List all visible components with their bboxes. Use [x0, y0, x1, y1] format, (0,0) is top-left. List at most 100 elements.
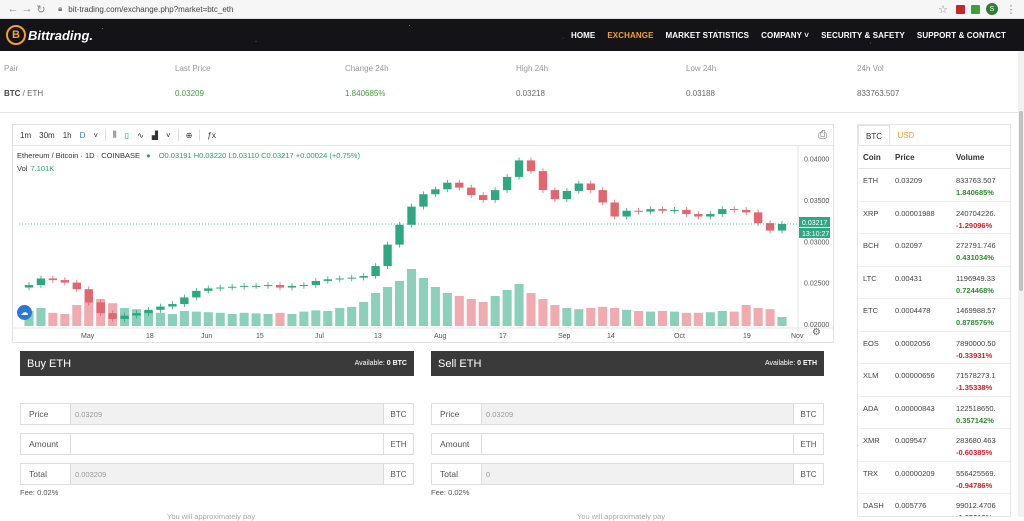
candle-body [180, 297, 189, 305]
line-style-icon[interactable]: ∿ [137, 130, 144, 140]
profile-avatar[interactable]: S [986, 3, 998, 15]
market-row[interactable]: ETC 0.0004478 1469988.57 0.878576% [858, 299, 1010, 332]
menu-icon[interactable]: ⋮ [1005, 3, 1017, 16]
tab-usd[interactable]: USD [897, 131, 915, 140]
reload-icon[interactable]: ↻ [36, 3, 46, 16]
sell-price-field: Price 0.03209 BTC [431, 403, 824, 425]
coin-change: -1.85216% [956, 513, 992, 516]
candle-body [610, 202, 619, 217]
tab-btc[interactable]: BTC [858, 125, 890, 145]
volume-bar [347, 306, 357, 326]
market-row[interactable]: LTC 0.00431 1196949.33 0.724468% [858, 267, 1010, 299]
interval-1m[interactable]: 1m [20, 130, 32, 140]
candlestick-chart[interactable]: 0.04000 0.03500 0.03000 0.02500 0.02000 0.032… [13, 146, 833, 342]
gear-icon[interactable]: ⚙ [812, 327, 821, 338]
nav-market-statistics[interactable]: MARKET STATISTICS [665, 30, 750, 40]
nav-company[interactable]: COMPANY ˅ [761, 30, 810, 40]
candle-body [526, 160, 536, 172]
market-row[interactable]: BCH 0.02097 272791.746 0.431034% [858, 234, 1010, 267]
volume-bar [693, 312, 703, 326]
forward-icon[interactable]: → [21, 3, 33, 15]
volume-bar [442, 293, 452, 326]
x-tick-label: Nov [791, 333, 804, 340]
volume-bar [287, 314, 297, 326]
buy-amount-input[interactable] [71, 434, 383, 454]
market-row[interactable]: XRP 0.00001988 240704226. -1.29096% [858, 202, 1010, 234]
nav-home[interactable]: HOME [570, 30, 596, 40]
volume-bar [478, 302, 488, 326]
coin-price: 0.00000656 [895, 371, 935, 380]
volume-bar [430, 287, 440, 326]
back-icon[interactable]: ← [7, 3, 19, 15]
buy-price-input[interactable]: 0.03209 [71, 404, 383, 424]
candle-body [574, 183, 584, 191]
coin-volume: 71578273.1 [956, 371, 996, 380]
market-row[interactable]: EOS 0.0002056 7890000.50 -0.33931% [858, 332, 1010, 364]
volume-bar [753, 308, 763, 326]
market-row[interactable]: XMR 0.009547 283680.463 -0.60385% [858, 429, 1010, 462]
market-row[interactable]: ADA 0.00000843 122518650. 0.357142% [858, 397, 1010, 429]
nav-support-contact[interactable]: SUPPORT & CONTACT [916, 30, 1006, 40]
scrollbar-thumb[interactable] [1019, 111, 1023, 291]
camera-icon[interactable]: ⎙ [818, 128, 827, 141]
coin-volume: 7890000.50 [956, 338, 996, 348]
bar-style-icon[interactable]: ⫼ [113, 130, 117, 139]
logo[interactable]: B Bittrading. [6, 25, 93, 45]
ticker-header-low: Low 24h [686, 64, 717, 73]
volume-bar [251, 313, 261, 326]
sell-total-input[interactable]: 0 [482, 464, 793, 484]
market-row[interactable]: TRX 0.00000209 556425569. -0.94786% [858, 462, 1010, 494]
live-dot-icon: ● [146, 151, 151, 160]
volume-bar [586, 308, 596, 326]
x-tick-label: 19 [743, 333, 751, 340]
add-compare-icon[interactable]: ⊕ [185, 130, 193, 140]
candle-body [562, 190, 572, 200]
nav-security-safety[interactable]: SECURITY & SAFETY [821, 30, 905, 40]
address-bar[interactable]: 🔒︎ bit-trading.com/exchange.php?market=b… [58, 4, 936, 14]
coin-price: 0.00001988 [895, 208, 935, 218]
nav-exchange[interactable]: EXCHANGE [607, 30, 654, 40]
y-tick-label: 0.02500 [804, 281, 829, 288]
market-row[interactable]: ETH 0.03209 833763.507 1.840685% [858, 169, 1010, 202]
interval-1h[interactable]: 1h [62, 130, 72, 140]
interval-1d[interactable]: D [79, 130, 86, 140]
coin-price: 0.03209 [895, 176, 923, 185]
sell-price-input[interactable]: 0.03209 [482, 404, 793, 424]
coin-symbol: XLM [863, 371, 879, 380]
volume-bar [657, 311, 668, 326]
candle-body [431, 189, 440, 195]
candle-body [263, 285, 273, 287]
volume-bar [323, 311, 333, 326]
indicators-icon[interactable]: ƒx [207, 130, 216, 140]
extension-icon[interactable] [956, 4, 965, 14]
star-icon[interactable]: ☆ [938, 3, 948, 16]
sell-amount-input[interactable] [482, 434, 793, 454]
url-text: bit-trading.com/exchange.php?market=btc_… [68, 4, 234, 14]
candle-body [275, 285, 285, 288]
candle-body [72, 282, 81, 290]
page-scrollbar[interactable] [1018, 51, 1024, 517]
tradingview-logo-icon[interactable]: ☁ [17, 305, 32, 320]
market-row[interactable]: XLM 0.00000656 71578273.1 -1.35338% [858, 364, 1010, 397]
buy-fee: Fee: 0.02% [20, 488, 59, 497]
x-tick-label: Sep [558, 333, 571, 340]
volume-bar [705, 312, 715, 326]
volume-bar [167, 314, 177, 326]
volume-bar [514, 284, 524, 326]
coin-volume: 283680.463 [956, 436, 996, 445]
volume-bar [359, 302, 369, 326]
interval-30m[interactable]: 30m [39, 130, 55, 140]
x-tick-label: 17 [499, 333, 507, 340]
buy-total-input[interactable]: 0.003209 [71, 464, 383, 484]
volume-bar [72, 305, 82, 326]
chart-legend: Ethereum / Bitcoin · 1D · COINBASE ● O0.… [17, 151, 360, 160]
extension-icon[interactable] [971, 4, 980, 14]
candle-style-icon[interactable]: ▯ [124, 130, 130, 140]
chevron-down-icon[interactable]: ˅ [166, 130, 171, 140]
market-row[interactable]: DASH 0.005776 99012.4706 -1.85216% [858, 494, 1010, 516]
volume-bar [275, 312, 285, 326]
x-tick-label: 13 [374, 333, 382, 340]
area-style-icon[interactable]: ▟ [151, 130, 158, 140]
coin-change: 0.431034% [956, 253, 994, 262]
chevron-down-icon[interactable]: ˅ [93, 130, 99, 140]
